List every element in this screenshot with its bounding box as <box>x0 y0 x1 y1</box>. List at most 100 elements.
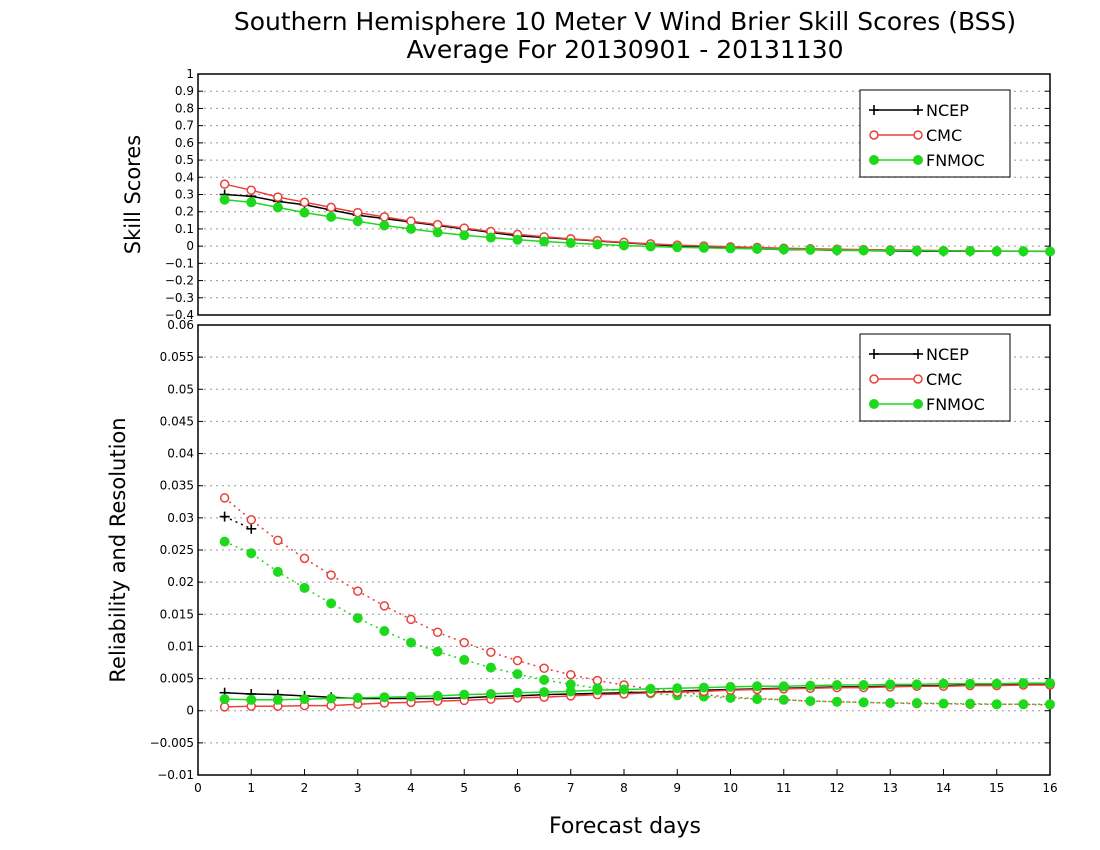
data-point <box>1018 678 1029 689</box>
data-point <box>805 680 816 691</box>
data-point <box>539 236 550 247</box>
y-tick-label: 0.02 <box>167 575 194 589</box>
data-point <box>778 694 789 705</box>
legend-marker <box>869 130 879 140</box>
data-point <box>858 245 869 256</box>
legend-label: NCEP <box>926 345 969 364</box>
data-point <box>219 194 230 205</box>
legend-box <box>859 333 1011 422</box>
y-tick-label: 0.045 <box>160 414 194 428</box>
legend: NCEP CMC FNMOC <box>859 333 1011 422</box>
data-point <box>246 523 257 534</box>
y-tick-label: 0.06 <box>167 318 194 332</box>
y-tick-label: 0.05 <box>167 382 194 396</box>
data-point <box>911 679 922 690</box>
legend-label: NCEP <box>926 101 969 120</box>
data-point <box>432 690 443 701</box>
data-point <box>299 197 310 207</box>
data-point <box>246 548 257 559</box>
data-point <box>272 566 283 577</box>
data-point <box>512 669 523 680</box>
y-tick-label: 0.055 <box>160 350 194 364</box>
data-point <box>832 245 842 256</box>
series-fnmoc-solid <box>219 194 1055 257</box>
data-point <box>246 185 256 195</box>
data-point <box>432 646 443 657</box>
data-point <box>938 698 949 709</box>
data-point <box>432 227 443 238</box>
data-point <box>406 691 416 702</box>
y-tick-label: 0 <box>186 239 194 253</box>
data-point <box>379 220 390 231</box>
y-tick-label: 0.01 <box>167 639 194 653</box>
data-point <box>406 637 416 648</box>
data-point <box>219 536 230 547</box>
x-tick-label: 2 <box>301 781 309 795</box>
data-point <box>1045 678 1055 689</box>
legend: NCEP CMC FNMOC <box>859 89 1011 178</box>
series-fnmoc-dotted <box>219 536 1055 710</box>
x-tick-label: 10 <box>723 781 738 795</box>
y-tick-label: −0.2 <box>165 274 194 288</box>
data-point <box>645 241 656 252</box>
data-point <box>326 598 337 609</box>
y-tick-label: 0.9 <box>175 84 194 98</box>
legend-marker <box>913 374 923 384</box>
data-point <box>1018 699 1029 710</box>
data-point <box>379 692 390 703</box>
data-point <box>219 511 230 522</box>
data-point <box>485 689 496 699</box>
legend-label: CMC <box>926 126 962 145</box>
data-point <box>965 698 976 709</box>
data-point <box>805 244 816 255</box>
x-tick-label: 0 <box>194 781 202 795</box>
data-point <box>778 681 789 692</box>
legend-box <box>859 89 1011 178</box>
y-tick-label: 0.6 <box>175 136 194 150</box>
y-tick-label: 0.1 <box>175 222 194 236</box>
data-point <box>752 694 763 705</box>
skill-scores-panel: −0.4 −0.3 −0.2 −0.1 0 0.1 0.2 0.3 0.4 0.5 0.6 0.7 0.… <box>121 67 1055 322</box>
x-tick-label: 7 <box>567 781 575 795</box>
data-point <box>246 197 257 208</box>
data-point <box>858 697 869 708</box>
data-point <box>219 493 230 503</box>
legend-label: FNMOC <box>926 151 985 170</box>
data-point <box>512 234 523 245</box>
data-point <box>619 684 629 695</box>
data-point <box>273 535 283 546</box>
data-point <box>486 647 496 657</box>
series-cmc-dotted <box>219 493 1055 710</box>
y-tick-label: 0.3 <box>175 188 194 202</box>
data-point <box>965 678 976 689</box>
y-tick-label: −0.005 <box>150 736 194 750</box>
y-tick-label: 0.7 <box>175 119 194 133</box>
data-point <box>805 696 816 707</box>
data-point <box>1045 246 1055 257</box>
data-point <box>539 674 550 685</box>
y-tick-label: −0.3 <box>165 291 194 305</box>
x-tick-label: 1 <box>247 781 255 795</box>
y-tick-label: −0.4 <box>165 308 194 322</box>
y-tick-label: 0.035 <box>160 479 194 493</box>
data-point <box>938 245 949 256</box>
x-axis: 0 1 2 3 4 5 6 7 8 9 10 11 12 13 14 15 16 <box>194 769 1058 795</box>
series-line <box>224 684 1050 708</box>
data-point <box>592 239 603 250</box>
data-point <box>352 613 363 624</box>
legend-marker <box>913 155 923 165</box>
legend-label: FNMOC <box>926 395 985 414</box>
data-point <box>672 242 683 253</box>
data-point <box>965 246 976 257</box>
series-line <box>224 540 1050 706</box>
data-point <box>379 212 390 222</box>
data-point <box>353 586 363 596</box>
data-point <box>512 655 523 666</box>
data-point <box>592 685 603 696</box>
data-point <box>619 240 629 251</box>
data-point <box>566 669 576 680</box>
legend-marker <box>869 349 879 359</box>
legend-label: CMC <box>926 370 962 389</box>
legend-marker <box>913 399 923 409</box>
